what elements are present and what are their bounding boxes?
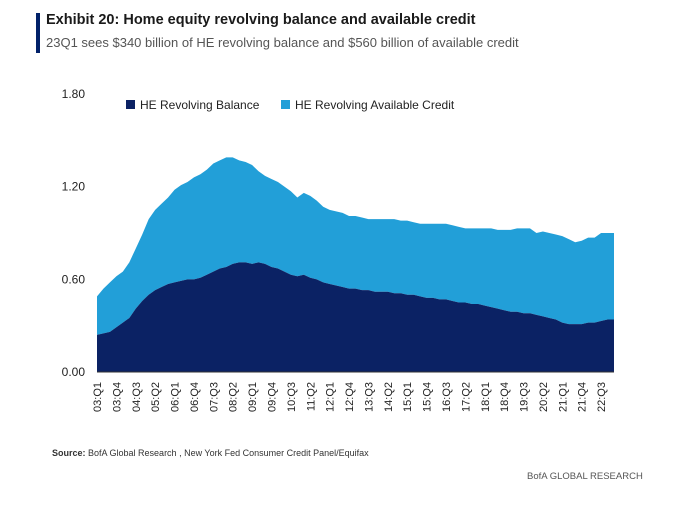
chart-axes: 0.00 0.60 1.20 1.80 03:Q1 03:Q4 04:Q3 05:Q2 06:Q… <box>62 87 614 412</box>
x-tick-label: 05:Q2 <box>150 382 162 412</box>
x-tick-label: 08:Q2 <box>228 382 240 412</box>
y-tick-label: 1.80 <box>62 87 86 101</box>
chart-legend: HE Revolving Balance HE Revolving Availab… <box>126 98 455 112</box>
legend-balance-label: HE Revolving Balance <box>140 98 260 112</box>
x-tick-label: 18:Q1 <box>480 382 492 412</box>
y-tick-label: 1.20 <box>62 180 86 194</box>
source-text: BofA Global Research , New York Fed Cons… <box>85 448 369 458</box>
x-tick-label: 17:Q2 <box>460 382 472 412</box>
x-tick-label: 09:Q4 <box>266 382 278 412</box>
legend-available-swatch <box>281 100 290 109</box>
x-tick-label: 10:Q3 <box>286 382 298 412</box>
x-tick-label: 14:Q2 <box>383 382 395 412</box>
x-tick-label: 12:Q1 <box>325 382 337 412</box>
x-tick-label: 06:Q1 <box>170 382 182 412</box>
x-tick-label: 04:Q3 <box>131 382 143 412</box>
chart-areas <box>97 157 614 372</box>
legend-available-label: HE Revolving Available Credit <box>295 98 455 112</box>
x-tick-label: 15:Q1 <box>402 382 414 412</box>
x-tick-label: 20:Q2 <box>538 382 550 412</box>
x-tick-label: 21:Q4 <box>577 382 589 412</box>
x-tick-label: 19:Q3 <box>519 382 531 412</box>
chart-subtitle: 23Q1 sees $340 billion of HE revolving b… <box>46 35 519 50</box>
source-label: Source: <box>52 448 86 458</box>
x-tick-label: 15:Q4 <box>422 382 434 412</box>
x-tick-label: 03:Q1 <box>92 382 104 412</box>
x-tick-label: 12:Q4 <box>344 382 356 412</box>
title-accent-bar <box>36 13 40 53</box>
available-credit-area <box>97 157 614 335</box>
x-tick-label: 18:Q4 <box>499 382 511 412</box>
y-tick-label: 0.00 <box>62 365 86 379</box>
legend-balance-swatch <box>126 100 135 109</box>
x-tick-label: 21:Q1 <box>557 382 569 412</box>
x-tick-label: 07:Q3 <box>208 382 220 412</box>
y-tick-label: 0.60 <box>62 272 86 286</box>
x-tick-label: 09:Q1 <box>247 382 259 412</box>
x-tick-label: 22:Q3 <box>596 382 608 412</box>
area-chart: 0.00 0.60 1.20 1.80 03:Q1 03:Q4 04:Q3 05:Q2 06:Q… <box>62 87 614 412</box>
x-tick-label: 11:Q2 <box>305 382 317 411</box>
x-tick-label: 13:Q3 <box>363 382 375 412</box>
x-tick-label: 16:Q3 <box>441 382 453 412</box>
chart-title: Exhibit 20: Home equity revolving balanc… <box>46 12 476 28</box>
brand-label: BofA GLOBAL RESEARCH <box>527 471 643 482</box>
x-tick-label: 06:Q4 <box>189 382 201 412</box>
x-tick-label: 03:Q4 <box>111 382 123 412</box>
source-note: Source: BofA Global Research , New York … <box>52 448 369 458</box>
revolving-balance-area <box>97 262 614 372</box>
